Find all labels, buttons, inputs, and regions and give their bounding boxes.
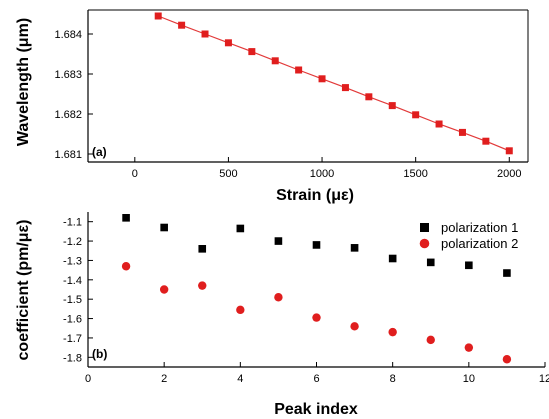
data-point	[365, 93, 373, 101]
x-tick-label-b: 12	[539, 373, 549, 385]
x-tick-label-b: 6	[313, 373, 319, 385]
chart-panel-b: 0 2 4 6 8 10 12 -1.1 -1.2 -1.3 -1.4 -1.5 -1.6 -1.7 -1.…	[15, 212, 549, 418]
legend-marker-polarization-2	[419, 238, 430, 249]
data-point	[482, 137, 490, 145]
x-tick-label-b: 0	[85, 373, 91, 385]
x-axis-label-a: Strain (με)	[276, 187, 354, 204]
x-tick-label-b: 8	[390, 373, 396, 385]
data-point	[224, 39, 232, 47]
x-tick-label-b: 2	[161, 373, 167, 385]
data-point-polarization-2	[502, 355, 512, 364]
data-point	[388, 102, 396, 110]
series-markers-b	[121, 214, 512, 364]
data-point-polarization-2	[274, 293, 283, 302]
data-point	[318, 75, 326, 83]
x-tick-label-b: 10	[463, 373, 475, 385]
data-point-polarization-1	[465, 261, 473, 270]
panel-label-a: (a)	[92, 145, 107, 159]
legend-marker-polarization-1	[420, 223, 429, 232]
data-point-polarization-1	[426, 258, 435, 267]
data-point-polarization-2	[388, 327, 397, 337]
data-point-polarization-1	[122, 214, 130, 222]
y-tick-label-b: -1.8	[63, 352, 82, 364]
data-point	[201, 30, 209, 38]
ticks-b: 0 2 4 6 8 10 12 -1.1 -1.2 -1.3 -1.4 -1.5 -1.6 -1.7 -1.…	[63, 217, 549, 385]
data-point	[435, 120, 443, 128]
data-point	[341, 84, 349, 92]
legend-label-polarization-1: polarization 1	[441, 220, 518, 235]
data-point-polarization-2	[464, 343, 474, 352]
x-tick-label-b: 4	[237, 373, 243, 385]
data-point	[412, 111, 420, 119]
x-tick-label-a: 500	[219, 168, 237, 180]
data-point-polarization-1	[274, 237, 283, 245]
y-tick-label-b: -1.6	[63, 314, 82, 326]
data-point-polarization-1	[503, 269, 511, 277]
x-axis-label-b: Peak index	[274, 401, 358, 418]
y-tick-label-b: -1.3	[63, 255, 82, 267]
data-point-polarization-2	[350, 322, 359, 331]
y-axis-label-b: coefficient (pm/με)	[15, 220, 32, 361]
data-point	[458, 128, 466, 136]
data-point-polarization-1	[236, 224, 245, 233]
x-tick-label-a: 1000	[310, 168, 334, 180]
data-point-polarization-2	[312, 313, 321, 322]
data-point-polarization-2	[159, 285, 169, 294]
panel-label-b: (b)	[92, 347, 107, 361]
data-point	[178, 21, 186, 29]
data-point-polarization-2	[236, 305, 245, 315]
y-tick-label-b: -1.7	[63, 333, 82, 345]
data-point	[505, 147, 513, 155]
data-point-polarization-2	[426, 335, 435, 345]
y-tick-label-b: -1.2	[63, 236, 82, 248]
series-markers-a	[154, 12, 513, 155]
y-tick-label-b: -1.5	[63, 294, 82, 306]
data-point-polarization-1	[198, 245, 207, 253]
x-tick-label-a: 2000	[497, 168, 521, 180]
data-point	[154, 12, 162, 20]
data-point-polarization-1	[160, 223, 168, 232]
data-point	[248, 48, 256, 56]
data-point-polarization-1	[350, 244, 359, 252]
series-line	[157, 15, 510, 152]
legend: polarization 1 polarization 2	[419, 220, 518, 251]
chart-panel-a: 0 500 1000 1500 2000 1.681 1.682 1.683 1.684 (a)…	[15, 9, 529, 204]
x-tick-label-a: 1500	[403, 168, 427, 180]
series-line-a	[157, 15, 510, 152]
y-tick-label-a: 1.682	[54, 109, 82, 121]
data-point-polarization-1	[388, 254, 397, 263]
y-tick-label-a: 1.684	[54, 29, 82, 41]
data-point	[271, 57, 279, 65]
data-point-polarization-2	[198, 281, 207, 290]
y-tick-label-a: 1.683	[54, 69, 82, 81]
y-tick-label-a: 1.681	[54, 149, 82, 161]
legend-label-polarization-2: polarization 2	[441, 236, 518, 251]
data-point	[295, 66, 303, 74]
data-point-polarization-2	[121, 262, 131, 271]
axes-frame-a	[87, 9, 529, 163]
y-tick-label-b: -1.4	[63, 275, 82, 287]
x-tick-label-a: 0	[132, 168, 138, 180]
y-tick-label-b: -1.1	[63, 217, 82, 229]
data-point-polarization-1	[312, 241, 321, 249]
ticks-a: 0 500 1000 1500 2000 1.681 1.682 1.683 1.684	[54, 29, 521, 180]
y-axis-label-a: Wavelength (μm)	[15, 18, 32, 146]
